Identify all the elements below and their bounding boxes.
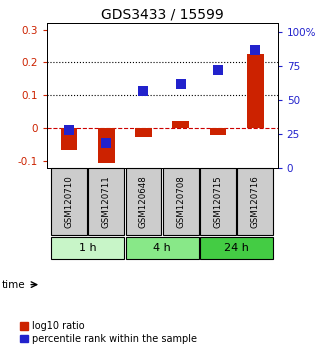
Point [104,141,109,146]
FancyBboxPatch shape [88,168,124,235]
Text: 4 h: 4 h [153,243,171,253]
Bar [247,54,264,128]
Text: time: time [2,280,25,290]
FancyBboxPatch shape [163,168,199,235]
Point [66,127,72,133]
Text: GSM120710: GSM120710 [65,175,74,228]
FancyBboxPatch shape [200,236,273,259]
Bar [98,128,115,162]
Title: GDS3433 / 15599: GDS3433 / 15599 [101,8,223,22]
FancyBboxPatch shape [200,168,236,235]
Text: GSM120711: GSM120711 [102,175,111,228]
Bar [210,128,226,135]
Point [215,68,221,73]
FancyBboxPatch shape [51,236,124,259]
FancyBboxPatch shape [238,168,273,235]
Point [253,47,258,53]
Point [178,81,183,87]
Text: GSM120716: GSM120716 [251,175,260,228]
FancyBboxPatch shape [126,168,161,235]
Bar [172,121,189,128]
Bar [135,128,152,137]
Text: 24 h: 24 h [224,243,249,253]
FancyBboxPatch shape [126,236,199,259]
Legend: log10 ratio, percentile rank within the sample: log10 ratio, percentile rank within the … [18,319,199,346]
Text: GSM120648: GSM120648 [139,175,148,228]
Bar [61,128,77,149]
FancyBboxPatch shape [51,168,87,235]
Text: GSM120715: GSM120715 [213,175,222,228]
Text: GSM120708: GSM120708 [176,175,185,228]
Text: 1 h: 1 h [79,243,96,253]
Point [141,88,146,93]
